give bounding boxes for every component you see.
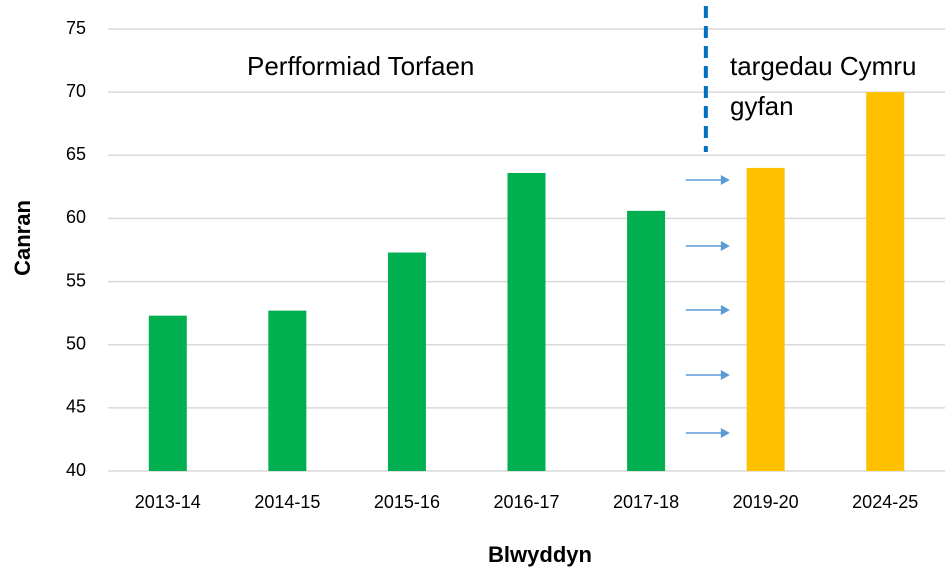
- arrow-head: [720, 428, 730, 438]
- y-tick-label: 50: [66, 333, 86, 353]
- y-tick-label: 40: [66, 460, 86, 480]
- x-axis-label: Blwyddyn: [488, 542, 592, 567]
- arrow-head: [720, 305, 730, 315]
- x-tick-label: 2013-14: [135, 492, 201, 512]
- x-tick-label: 2024-25: [852, 492, 918, 512]
- bar: [507, 172, 546, 472]
- annotation: targedau Cymru gyfan: [730, 51, 917, 121]
- y-tick-label: 45: [66, 397, 86, 417]
- annotation: Perfformiad Torfaen: [247, 51, 475, 81]
- arrow-head: [720, 241, 730, 251]
- y-tick-label: 60: [66, 207, 86, 227]
- x-tick-label: 2016-17: [493, 492, 559, 512]
- arrow-head: [720, 370, 730, 380]
- x-tick-label: 2014-15: [254, 492, 320, 512]
- y-tick-label: 75: [66, 18, 86, 38]
- x-tick-label: 2015-16: [374, 492, 440, 512]
- y-tick-label: 70: [66, 81, 86, 101]
- bar: [148, 315, 187, 471]
- y-tick-label: 65: [66, 144, 86, 164]
- bar: [746, 167, 785, 471]
- y-tick-label: 55: [66, 270, 86, 290]
- x-tick-label: 2017-18: [613, 492, 679, 512]
- bar: [627, 210, 666, 471]
- y-axis-label: Canran: [10, 200, 35, 276]
- bar: [866, 92, 905, 472]
- x-tick-label: 2019-20: [733, 492, 799, 512]
- arrow-head: [720, 175, 730, 185]
- bar: [387, 252, 426, 471]
- bar: [268, 310, 307, 471]
